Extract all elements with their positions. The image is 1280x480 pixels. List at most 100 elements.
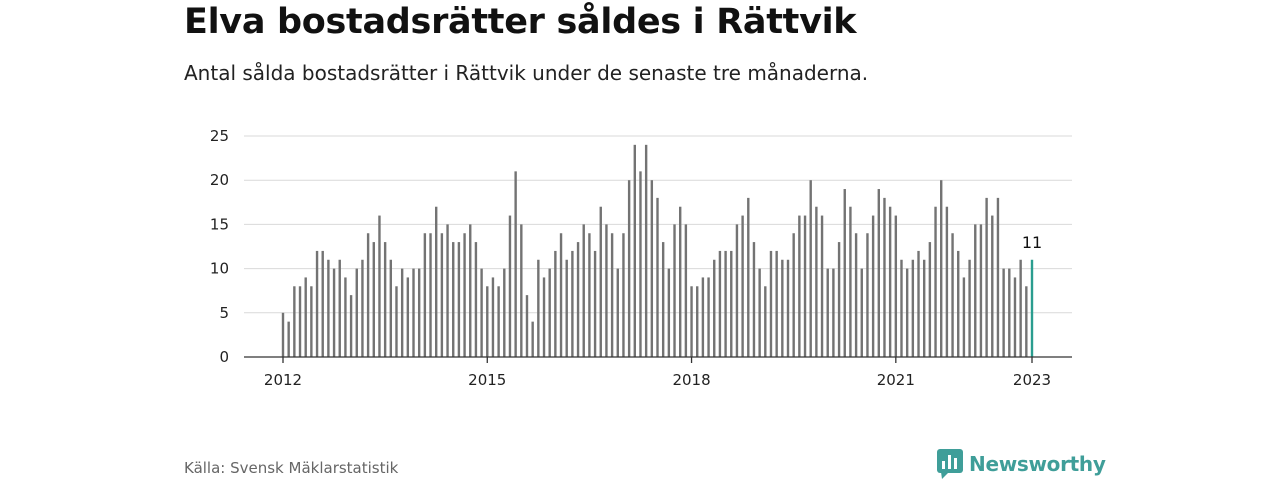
bar [491,277,495,357]
bar [622,233,625,357]
bar [696,286,699,357]
bar [417,268,421,357]
x-axis [244,356,1072,363]
bar [287,321,290,357]
bar [962,277,966,357]
bar [644,144,648,357]
bar [293,286,296,357]
y-tick-label: 0 [219,348,229,366]
bar [854,233,858,357]
bar [588,233,591,357]
bar [752,242,756,357]
bar [809,180,812,357]
bar [1002,268,1005,357]
bar [639,171,642,357]
bar [616,268,619,357]
bar [673,224,676,357]
bars [281,144,1034,357]
bar [747,197,750,357]
bar [724,250,727,357]
bar [917,250,920,357]
bar [735,224,739,357]
bar [996,197,1000,357]
bar [559,233,563,357]
bar [883,197,886,357]
bar [338,259,341,357]
bar [531,321,534,357]
bar [701,277,705,357]
bar [650,180,654,357]
bar [832,268,835,357]
bar [1008,268,1011,357]
bar [798,215,801,357]
bar [610,233,614,357]
bar [974,224,977,357]
bar [905,268,909,357]
bar [497,286,500,357]
bar [633,144,636,357]
bar [945,206,949,357]
bar [934,206,937,357]
bar [979,224,983,357]
bar [281,312,285,357]
bar [480,268,483,357]
bar [571,250,574,357]
bar [548,268,551,357]
bar [321,250,324,357]
bar [383,242,387,357]
bar [537,259,540,357]
bar [576,242,580,357]
bar [332,268,336,357]
bar [690,286,693,357]
bar [452,242,455,357]
y-tick-label: 15 [210,215,229,233]
bar [542,277,546,357]
bar [786,259,790,357]
brand-link[interactable]: Newsworthy [937,449,1106,479]
bar [474,242,478,357]
bar [469,224,472,357]
bar [871,215,875,357]
bar [922,259,926,357]
bar [344,277,347,357]
bar [395,286,398,357]
bar [957,250,960,357]
last-value-label: 11 [1022,233,1042,252]
bar [366,233,370,357]
bar [503,268,506,357]
bar [684,224,688,357]
bar [661,242,665,357]
bar [446,224,449,357]
bar [525,295,529,357]
bar [565,259,568,357]
bar [820,215,824,357]
bar [730,250,733,357]
bar [298,286,302,357]
x-tick-label: 2023 [1013,371,1051,389]
x-tick-label: 2012 [264,371,302,389]
bar [826,268,829,357]
axis-labels: 0 5 10 15 20 25 2012 2015 2018 2021 2023 11 [210,127,1051,389]
bar [605,224,608,357]
bar [435,206,438,357]
bar [349,295,353,357]
bar [508,215,512,357]
bar [423,233,427,357]
bar [400,268,404,357]
bar [406,277,410,357]
brand-name: Newsworthy [969,452,1106,476]
bar [718,250,722,357]
bar [412,268,415,357]
bar [582,224,585,357]
bar-chart: 0 5 10 15 20 25 2012 2015 2018 2021 2023 11 [210,127,1072,389]
bar [389,259,393,357]
bar [554,250,557,357]
bar [815,206,818,357]
bar [315,250,319,357]
bar [991,215,994,357]
bar [758,268,761,357]
bar [440,233,444,357]
bar [713,259,716,357]
bar [1013,277,1017,357]
bar [361,259,364,357]
